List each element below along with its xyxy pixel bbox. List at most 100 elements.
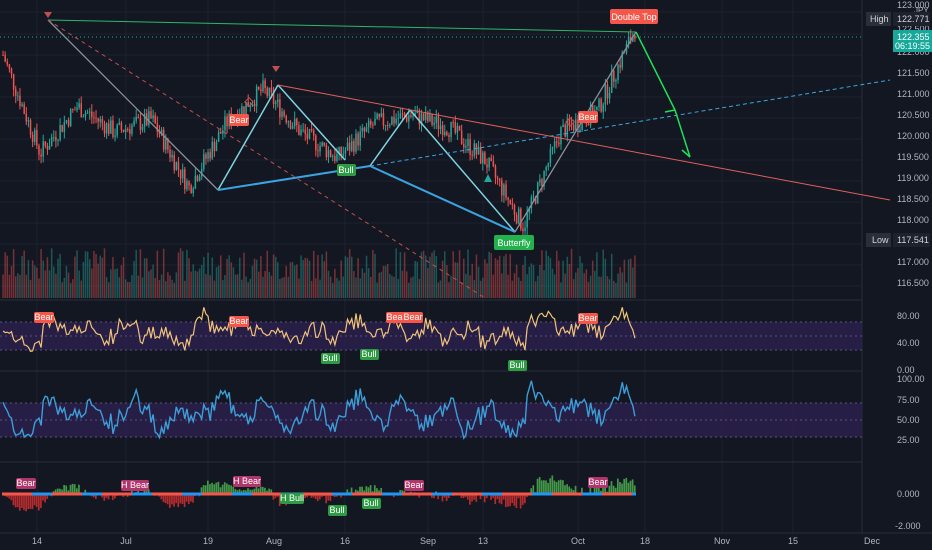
volume-bar: [446, 265, 448, 298]
histogram-bar: [162, 494, 165, 503]
xabcd-leg-bc[interactable]: [369, 109, 411, 167]
volume-bar: [594, 270, 596, 298]
pattern-leg-1[interactable]: [47, 19, 219, 191]
candle-body: [198, 176, 201, 181]
histogram-bar: [272, 494, 275, 500]
low-label[interactable]: Low 117.541: [866, 233, 930, 247]
candle-body: [222, 130, 224, 134]
bear-badge-text: Bear: [578, 112, 597, 122]
hist-badge-hbear-1: H Bear: [121, 480, 149, 490]
histogram-bar: [502, 494, 505, 500]
histogram-bar: [380, 487, 382, 494]
xabcd-leg-cd[interactable]: [409, 109, 516, 233]
volume-bar: [545, 250, 547, 298]
butterfly-text: Butterfly: [497, 238, 531, 248]
time-axis[interactable]: 14 Jul 19 Aug 16 Sep 13 Oct 18 Nov 15 De…: [32, 536, 881, 546]
volume-bar: [363, 272, 366, 298]
price-tick-partial: 122.500: [897, 24, 930, 34]
volume-bar: [568, 263, 571, 298]
histogram-bar: [500, 494, 503, 505]
volume-bar: [587, 281, 590, 298]
candle-body: [65, 120, 68, 123]
volume-bar: [129, 281, 131, 298]
volume-bar: [38, 278, 40, 298]
candle-body: [46, 145, 49, 150]
histogram-bar: [253, 488, 256, 494]
pattern-drawings[interactable]: [44, 12, 891, 299]
candle-body: [357, 133, 359, 146]
osc-axis[interactable]: 100.00 75.00 50.00 25.00: [897, 374, 925, 445]
bull-badge[interactable]: Bull: [337, 164, 356, 176]
candle-body: [310, 128, 313, 131]
histogram-bar: [306, 494, 309, 498]
histogram-bar: [245, 490, 247, 494]
histogram-bar: [54, 489, 57, 494]
volume-bar: [194, 270, 197, 298]
histogram-bar: [111, 494, 114, 501]
wedge-upper-line[interactable]: [277, 84, 891, 201]
diamond-icon: [244, 97, 254, 107]
bear-badge[interactable]: Bear: [578, 111, 598, 123]
candles[interactable]: [2, 29, 636, 236]
bear-badge[interactable]: Bear: [229, 114, 249, 126]
projection-leg-2[interactable]: [674, 109, 691, 158]
candle-body: [555, 141, 558, 143]
candle-body: [513, 204, 516, 215]
volume-bar: [107, 282, 110, 298]
volume-bar: [186, 249, 188, 298]
volume-bar: [490, 253, 492, 298]
candle-body: [448, 135, 450, 137]
dashed-trend-line[interactable]: [47, 19, 486, 299]
xabcd-leg-ab[interactable]: [277, 84, 346, 161]
histogram-bar: [329, 494, 332, 501]
volume-bar: [249, 278, 252, 298]
candle-body: [207, 152, 209, 159]
candle-body: [23, 104, 25, 114]
projection-dashed-line[interactable]: [369, 79, 891, 167]
pattern-leg-rise[interactable]: [514, 31, 637, 233]
hist-badge-bear-1: Bear: [16, 478, 35, 488]
hist-axis[interactable]: 0.000 -2.000: [895, 489, 921, 531]
candle-body: [549, 148, 552, 164]
volume-bar: [222, 280, 224, 298]
volume-bar: [76, 250, 78, 298]
volume-bar: [152, 264, 154, 298]
volume-bar: [327, 270, 330, 298]
projection-leg-1[interactable]: [635, 31, 676, 111]
candle-body: [150, 111, 152, 119]
volume-bar: [581, 262, 583, 298]
candle-body: [606, 84, 609, 99]
double-top-tag[interactable]: Double Top: [610, 9, 658, 24]
candle-body: [91, 111, 93, 118]
last-price-label[interactable]: 122.355 06:19:55: [893, 30, 932, 52]
volume-bar: [539, 264, 541, 298]
xabcd-leg-xa[interactable]: [217, 84, 279, 191]
candle-body: [353, 141, 355, 152]
candle-body: [317, 150, 319, 152]
xabcd-diagonal[interactable]: [369, 165, 516, 233]
candle-body: [435, 116, 438, 123]
volume-bar: [207, 252, 209, 298]
last-price-value: 122.355: [897, 32, 930, 42]
histogram-bar: [350, 487, 353, 494]
candle-body: [507, 197, 509, 200]
candle-body: [266, 87, 268, 96]
candle-body: [543, 170, 545, 187]
volume-bar: [72, 279, 74, 298]
high-value: 122.771: [897, 14, 930, 24]
candle-body: [498, 178, 501, 181]
rsi-axis[interactable]: 80.00 40.00 0.00: [897, 311, 920, 375]
candle-body: [604, 84, 607, 105]
high-label[interactable]: High 122.771: [866, 12, 930, 26]
butterfly-tag[interactable]: Butterfly: [494, 235, 534, 250]
histogram-bar: [612, 485, 615, 494]
double-top-line[interactable]: [47, 19, 637, 33]
rsi-badge-bear-4: Bear: [403, 312, 422, 322]
candle-body: [526, 212, 528, 228]
histogram-bar: [553, 480, 556, 494]
histogram-bar: [29, 494, 32, 509]
candle-body: [446, 132, 448, 136]
volume-bar: [577, 268, 579, 298]
volume-bar: [632, 267, 634, 298]
